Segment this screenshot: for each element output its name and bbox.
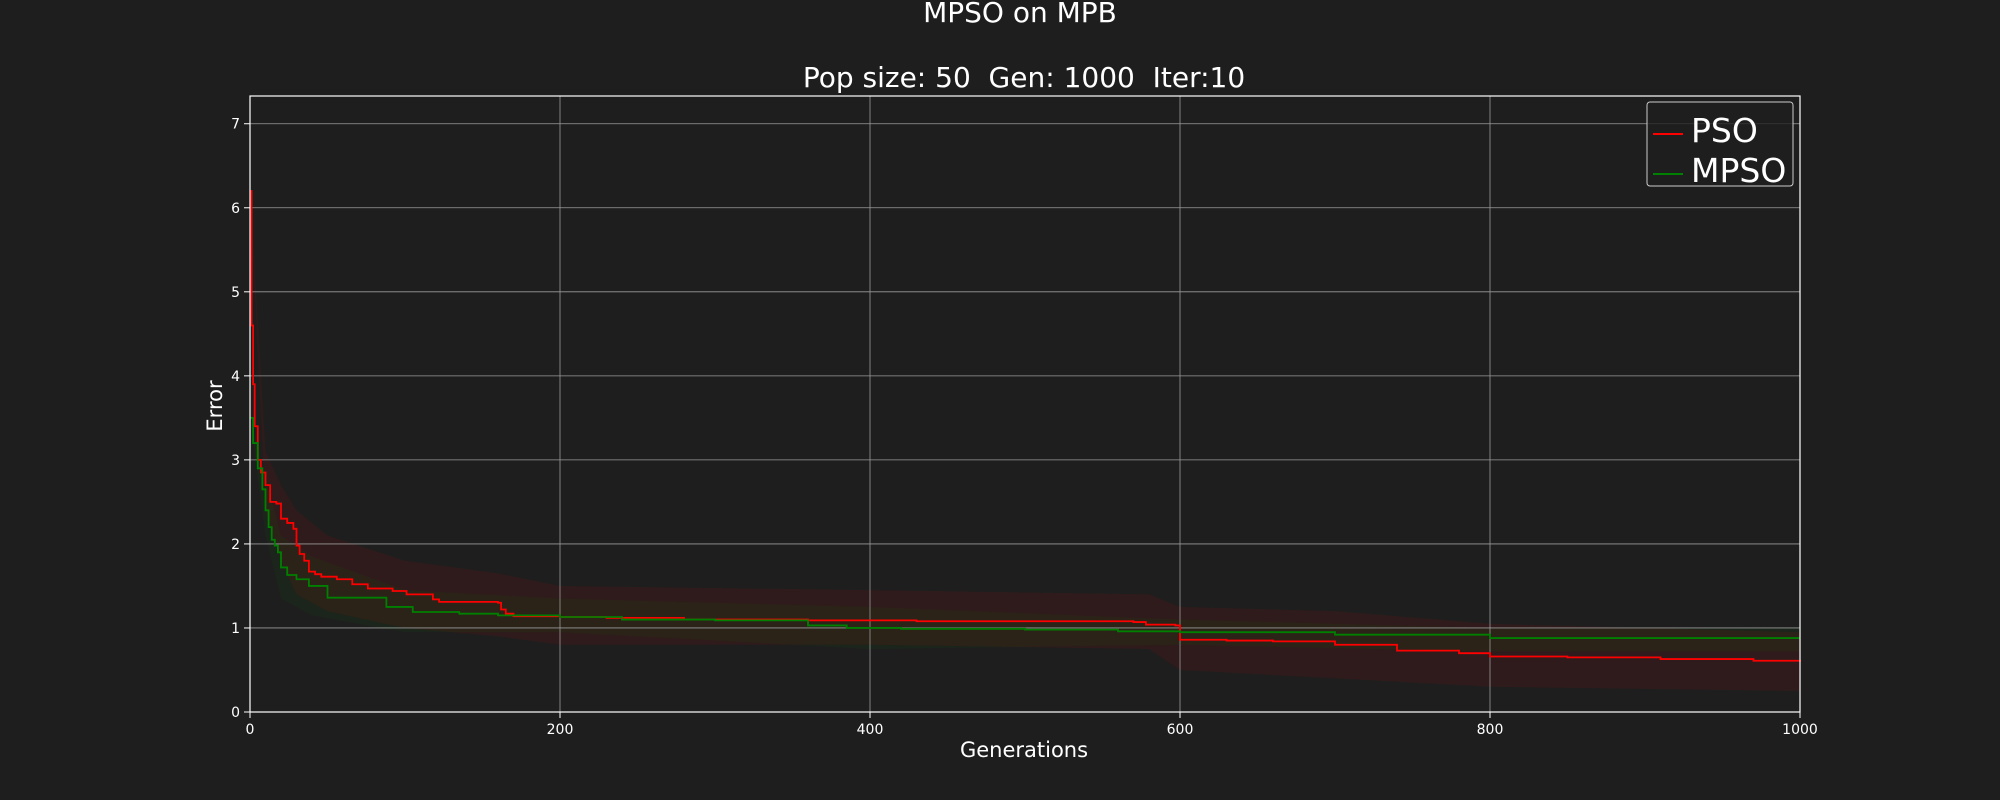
series-line-mpso: [250, 416, 1800, 639]
x-tick-label: 800: [1477, 722, 1504, 738]
x-axis-ticks: 0 200 400 600 800 1000: [246, 712, 1818, 738]
legend-label-pso: PSO: [1691, 111, 1758, 150]
y-axis-label: Error: [203, 380, 227, 432]
series-lines: [250, 190, 1801, 662]
axes-frame: [249, 95, 1801, 713]
x-tick-label: 1000: [1782, 722, 1818, 738]
x-tick-label: 200: [547, 722, 574, 738]
x-tick-label: 400: [857, 722, 884, 738]
series-line-pso: [250, 190, 1801, 662]
y-tick-label: 7: [231, 117, 240, 133]
y-tick-label: 4: [231, 369, 240, 385]
band-pso: [250, 190, 1800, 691]
x-tick-label: 0: [246, 722, 255, 738]
legend-label-mpso: MPSO: [1691, 151, 1786, 190]
y-tick-label: 5: [231, 285, 240, 301]
y-tick-label: 3: [231, 453, 240, 469]
y-tick-label: 1: [231, 621, 240, 637]
y-tick-label: 0: [231, 705, 240, 721]
legend-box: [1646, 101, 1794, 187]
y-tick-label: 2: [231, 537, 240, 553]
chart-subtitle: Pop size: 50 Gen: 1000 Iter:10: [803, 61, 1245, 94]
x-axis-label: Generations: [960, 738, 1088, 762]
y-axis-ticks: 0 1 2 3 4 5 6 7: [231, 117, 250, 721]
y-tick-label: 6: [231, 201, 240, 217]
chart-title: MPSO on MPB: [923, 0, 1117, 29]
x-tick-label: 600: [1167, 722, 1194, 738]
